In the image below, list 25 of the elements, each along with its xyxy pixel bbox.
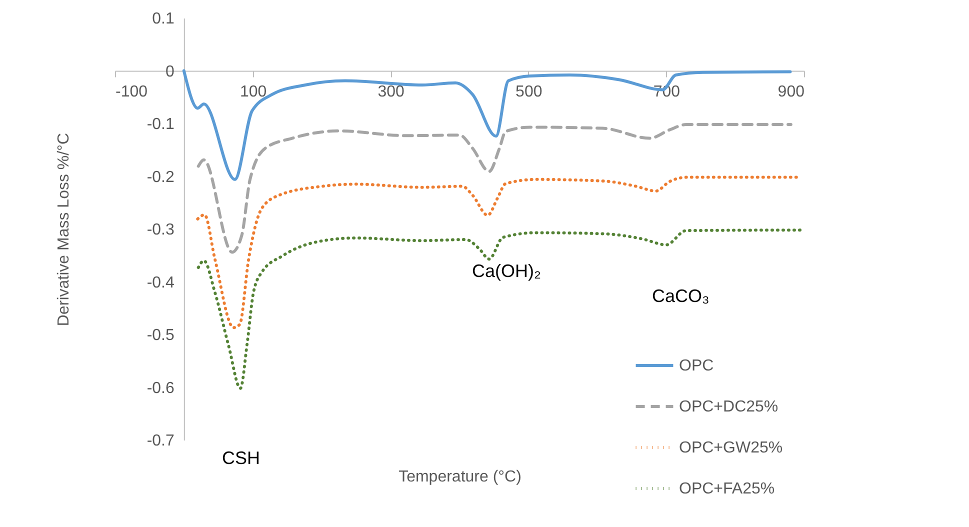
line-series bbox=[196, 176, 798, 330]
y-tick-label: -0.7 bbox=[146, 432, 174, 450]
y-tick-label: -0.1 bbox=[146, 116, 174, 133]
y-tick-label: 0 bbox=[165, 63, 174, 80]
y-axis-title: Derivative Mass Loss %/°C bbox=[56, 132, 72, 326]
y-tick-label: -0.3 bbox=[146, 222, 174, 238]
legend-label: OPC+FA25% bbox=[679, 480, 775, 498]
text: CSH bbox=[222, 448, 260, 468]
legend-label: OPC+DC25% bbox=[679, 398, 778, 416]
x-tick-label: -100 bbox=[116, 83, 148, 100]
x-tick-label: 300 bbox=[378, 83, 405, 100]
x-axis-title: Temperature (°C) bbox=[398, 468, 522, 486]
legend-label: OPC+GW25% bbox=[679, 440, 783, 456]
line-series bbox=[196, 123, 792, 254]
annotation: CaCO₃ bbox=[652, 286, 710, 306]
y-tick-label: -0.5 bbox=[146, 327, 174, 344]
legend-label: OPC bbox=[679, 358, 714, 374]
y-tick-label: -0.2 bbox=[146, 168, 174, 186]
y-tick-label: -0.6 bbox=[146, 380, 174, 397]
x-tick-label: 900 bbox=[778, 83, 805, 100]
x-tick-label: 100 bbox=[240, 83, 267, 100]
y-tick-label: -0.4 bbox=[146, 274, 174, 292]
y-tick-label: 0.1 bbox=[152, 10, 174, 28]
annotation: Ca(OH)₂ bbox=[472, 261, 541, 281]
x-tick-label: 500 bbox=[516, 83, 542, 100]
